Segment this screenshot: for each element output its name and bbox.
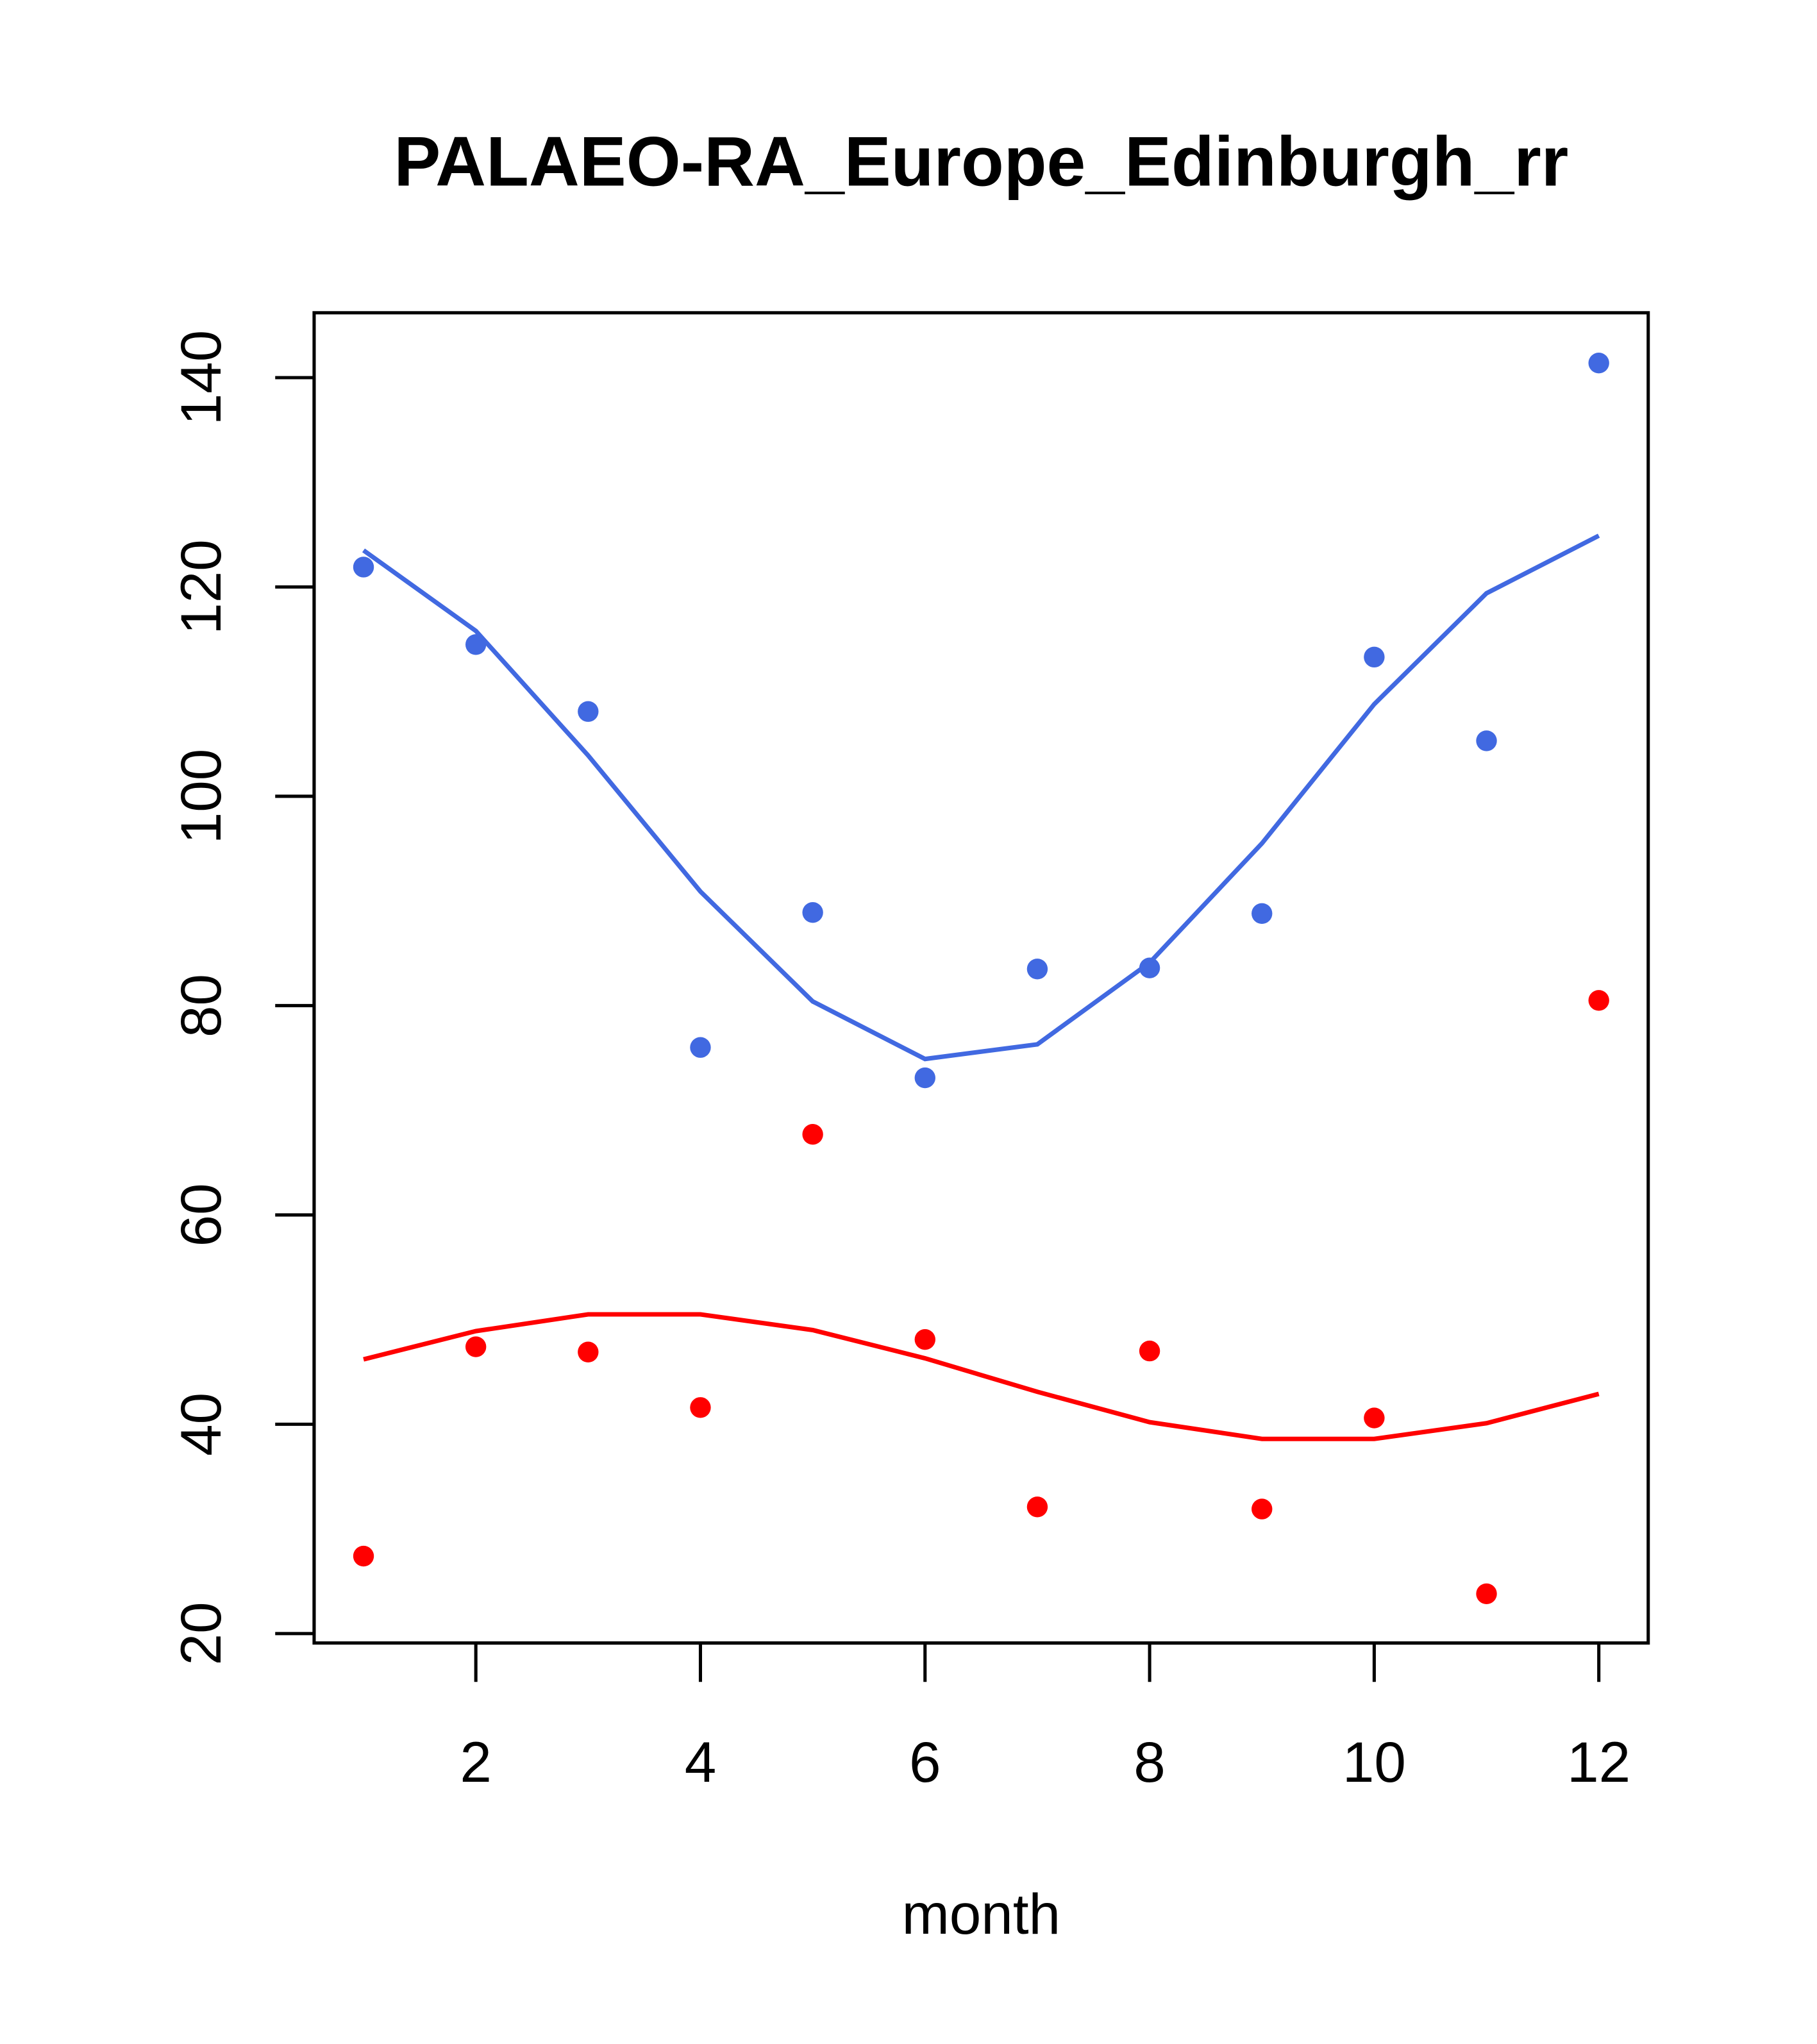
blue-line — [362, 533, 1600, 1062]
blue-point — [1364, 646, 1385, 668]
blue-point — [690, 1037, 711, 1058]
blue-point — [1252, 903, 1273, 924]
y-tick-label: 100 — [169, 749, 233, 844]
blue-point — [914, 1067, 935, 1089]
plot-marks — [353, 352, 1609, 1605]
x-axis: 2 4 6 8 10 12 — [460, 1641, 1630, 1794]
blue-point — [1588, 352, 1609, 374]
x-tick-label: 6 — [909, 1730, 941, 1794]
x-axis-label: month — [902, 1882, 1061, 1946]
red-point — [1139, 1340, 1160, 1362]
y-tick-label: 140 — [169, 330, 233, 426]
red-point — [802, 1124, 823, 1145]
blue-point — [1026, 959, 1048, 980]
y-tick-label: 60 — [169, 1183, 233, 1246]
red-point — [1364, 1407, 1385, 1428]
red-point — [914, 1328, 935, 1350]
red-point — [465, 1336, 487, 1357]
blue-point — [802, 901, 823, 923]
red-point — [578, 1341, 599, 1362]
red-point — [353, 1545, 374, 1567]
red-point — [690, 1397, 711, 1418]
blue-point — [1139, 957, 1160, 978]
red-point — [1588, 990, 1609, 1011]
y-tick-label: 40 — [169, 1393, 233, 1456]
x-tick-label: 8 — [1134, 1730, 1166, 1794]
plot-frame — [312, 311, 1650, 1645]
x-tick-label: 2 — [460, 1730, 492, 1794]
y-tick-label: 80 — [169, 974, 233, 1037]
red-line — [363, 1312, 1600, 1441]
blue-point — [578, 701, 599, 722]
chart-title: PALAEO-RA_Europe_Edinburgh_rr — [394, 122, 1568, 201]
red-point — [1026, 1496, 1048, 1518]
y-axis: 20 40 60 80 100 120 140 — [169, 330, 316, 1665]
y-tick-label: 120 — [169, 539, 233, 635]
x-tick-label: 4 — [685, 1730, 717, 1794]
blue-point — [353, 557, 374, 578]
x-tick-label: 10 — [1343, 1730, 1406, 1794]
red-point — [1476, 1583, 1497, 1605]
red-point — [1252, 1498, 1273, 1520]
x-tick-label: 12 — [1567, 1730, 1630, 1794]
blue-point — [1476, 730, 1497, 751]
y-tick-label: 20 — [169, 1602, 233, 1665]
